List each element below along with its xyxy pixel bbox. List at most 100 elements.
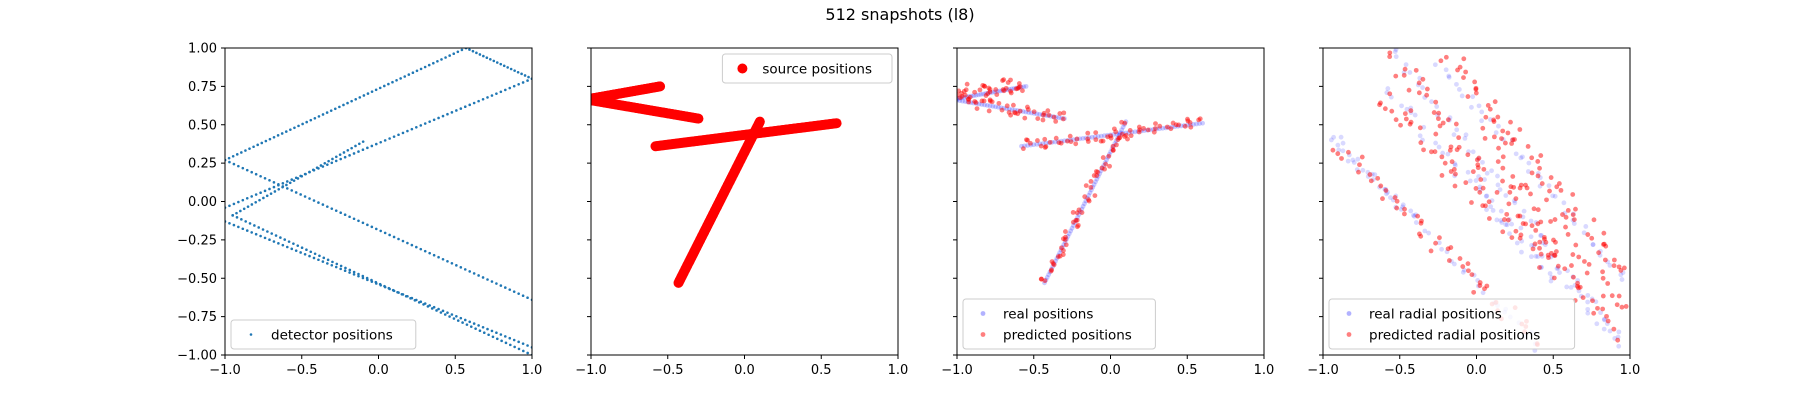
data-point [1436, 116, 1441, 122]
axes-frame [224, 47, 533, 356]
data-point [481, 325, 485, 329]
data-point [352, 273, 356, 276]
data-point [232, 223, 236, 227]
data-point [285, 183, 288, 187]
data-point [387, 82, 390, 86]
data-point [329, 109, 333, 112]
data-point [465, 323, 469, 326]
data-point [322, 256, 326, 260]
data-point [527, 75, 530, 79]
data-point [1563, 224, 1568, 230]
data-point [472, 101, 476, 105]
data-point [362, 94, 366, 97]
data-point [495, 331, 498, 335]
data-point [1473, 178, 1479, 183]
data-point [1446, 74, 1452, 80]
data-point [460, 48, 464, 52]
data-point [437, 307, 440, 311]
data-point [1564, 284, 1570, 290]
data-point [379, 140, 383, 144]
data-point [319, 164, 323, 167]
data-point [1394, 205, 1400, 211]
data-point [1008, 88, 1013, 94]
data-point [1092, 193, 1098, 199]
data-point [1616, 329, 1622, 335]
plot-area [225, 48, 532, 355]
data-point [1488, 204, 1494, 210]
data-point [963, 87, 969, 93]
data-point [472, 272, 476, 275]
data-point [383, 139, 387, 142]
data-point [242, 207, 246, 211]
data-point [321, 165, 325, 168]
data-point [1570, 212, 1576, 218]
data-point [1045, 108, 1051, 114]
data-point [1046, 112, 1052, 118]
data-point [410, 296, 414, 300]
data-point [415, 298, 418, 302]
data-point [1067, 133, 1073, 139]
data-point [415, 69, 419, 73]
data-point [1402, 206, 1407, 212]
data-point [1491, 119, 1497, 124]
data-point [1103, 161, 1109, 167]
data-point [1548, 175, 1554, 180]
data-point [1470, 169, 1476, 175]
data-point [1056, 115, 1062, 121]
data-point [1456, 87, 1462, 92]
data-point [383, 231, 387, 235]
data-point [264, 139, 268, 143]
data-point [227, 156, 231, 160]
data-point [489, 58, 492, 61]
data-point [1524, 185, 1530, 191]
legend-box [962, 298, 1156, 350]
data-point [1598, 310, 1603, 316]
data-point [342, 151, 346, 154]
data-point [1583, 224, 1589, 229]
data-point [1429, 149, 1434, 155]
data-point [401, 293, 405, 296]
data-point [452, 52, 456, 55]
data-point [232, 162, 236, 166]
data-point [995, 104, 1001, 110]
data-point [522, 349, 525, 353]
data-point [1568, 285, 1574, 290]
legend-box [230, 319, 417, 350]
data-point [1600, 275, 1606, 281]
x-tick-label: 1.0 [1254, 363, 1275, 378]
data-point [415, 245, 418, 249]
data-point [1560, 212, 1565, 217]
data-point [1469, 200, 1474, 205]
data-point [1057, 111, 1063, 116]
data-point [1483, 114, 1489, 120]
data-point [1076, 207, 1082, 213]
data-point [305, 120, 308, 124]
data-point [244, 220, 247, 223]
data-point [293, 126, 296, 130]
data-point [517, 340, 520, 344]
data-point [419, 124, 423, 127]
data-point [1046, 272, 1052, 278]
data-point [407, 73, 411, 76]
data-point [1541, 234, 1547, 240]
data-point [1554, 184, 1560, 190]
data-point [1424, 92, 1430, 98]
data-point [1093, 179, 1098, 185]
data-point [268, 137, 272, 141]
data-point [1507, 231, 1512, 237]
data-point [972, 89, 978, 95]
data-point [1503, 193, 1509, 198]
data-point [1538, 153, 1544, 158]
data-point [491, 335, 495, 339]
data-point [1187, 120, 1193, 125]
data-point [1434, 104, 1440, 109]
data-point [990, 103, 996, 109]
data-point [1015, 111, 1021, 117]
data-point [1577, 284, 1583, 290]
data-point [459, 316, 463, 320]
data-point [272, 181, 276, 184]
data-point [237, 164, 240, 168]
data-point [977, 87, 983, 93]
data-point [1601, 241, 1607, 247]
data-point [1570, 192, 1576, 197]
